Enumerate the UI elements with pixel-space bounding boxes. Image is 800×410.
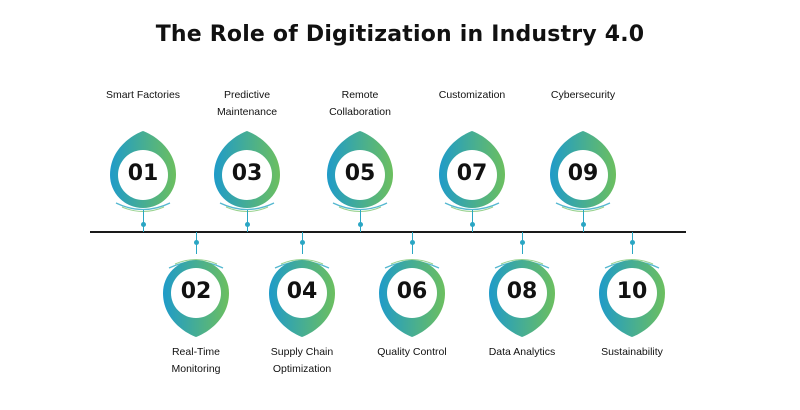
- connector-dot: [470, 222, 475, 227]
- connector-dot: [141, 222, 146, 227]
- timeline-line: [90, 231, 686, 233]
- step-label: Remote Collaboration: [329, 89, 391, 118]
- page-title: The Role of Digitization in Industry 4.0: [155, 22, 645, 47]
- accent-arc: [114, 197, 172, 212]
- step-label: Smart Factories: [105, 89, 181, 101]
- step-number: 03: [231, 161, 263, 186]
- step-label: Data Analytics: [488, 346, 556, 358]
- step-badge: 01: [106, 130, 180, 210]
- step-number: 04: [286, 279, 318, 304]
- step-label: Cybersecurity: [550, 89, 616, 101]
- step-number: 01: [127, 161, 159, 186]
- step-number: 08: [506, 279, 538, 304]
- step-badge: 07: [435, 130, 509, 210]
- connector-line: [472, 210, 473, 232]
- accent-arc: [443, 197, 501, 212]
- step-badge: 10: [595, 258, 669, 338]
- step-badge: 05: [323, 130, 397, 210]
- step-label: Quality Control: [377, 346, 447, 358]
- connector-dot: [520, 240, 525, 245]
- step-label: Sustainability: [601, 346, 663, 358]
- step-badge: 06: [375, 258, 449, 338]
- step-number: 05: [344, 161, 376, 186]
- step-number: 06: [396, 279, 428, 304]
- connector-dot: [630, 240, 635, 245]
- connector-line: [360, 210, 361, 232]
- connector-dot: [358, 222, 363, 227]
- accent-arc: [331, 197, 389, 212]
- connector-line: [143, 210, 144, 232]
- step-number: 02: [180, 279, 212, 304]
- step-number: 07: [456, 161, 488, 186]
- connector-dot: [581, 222, 586, 227]
- step-badge: 02: [159, 258, 233, 338]
- step-label: Real-Time Monitoring: [171, 346, 221, 375]
- connector-dot: [410, 240, 415, 245]
- step-badge: 04: [265, 258, 339, 338]
- step-number: 10: [616, 279, 648, 304]
- connector-dot: [194, 240, 199, 245]
- accent-arc: [218, 197, 276, 212]
- step-badge: 03: [210, 130, 284, 210]
- connector-dot: [245, 222, 250, 227]
- connector-dot: [300, 240, 305, 245]
- step-label: Supply Chain Optimization: [270, 346, 334, 375]
- connector-line: [583, 210, 584, 232]
- step-badge: 08: [485, 258, 559, 338]
- step-badge: 09: [546, 130, 620, 210]
- connector-line: [247, 210, 248, 232]
- step-label: Predictive Maintenance: [216, 89, 278, 118]
- accent-arc: [554, 197, 612, 212]
- step-number: 09: [567, 161, 599, 186]
- step-label: Customization: [438, 89, 506, 101]
